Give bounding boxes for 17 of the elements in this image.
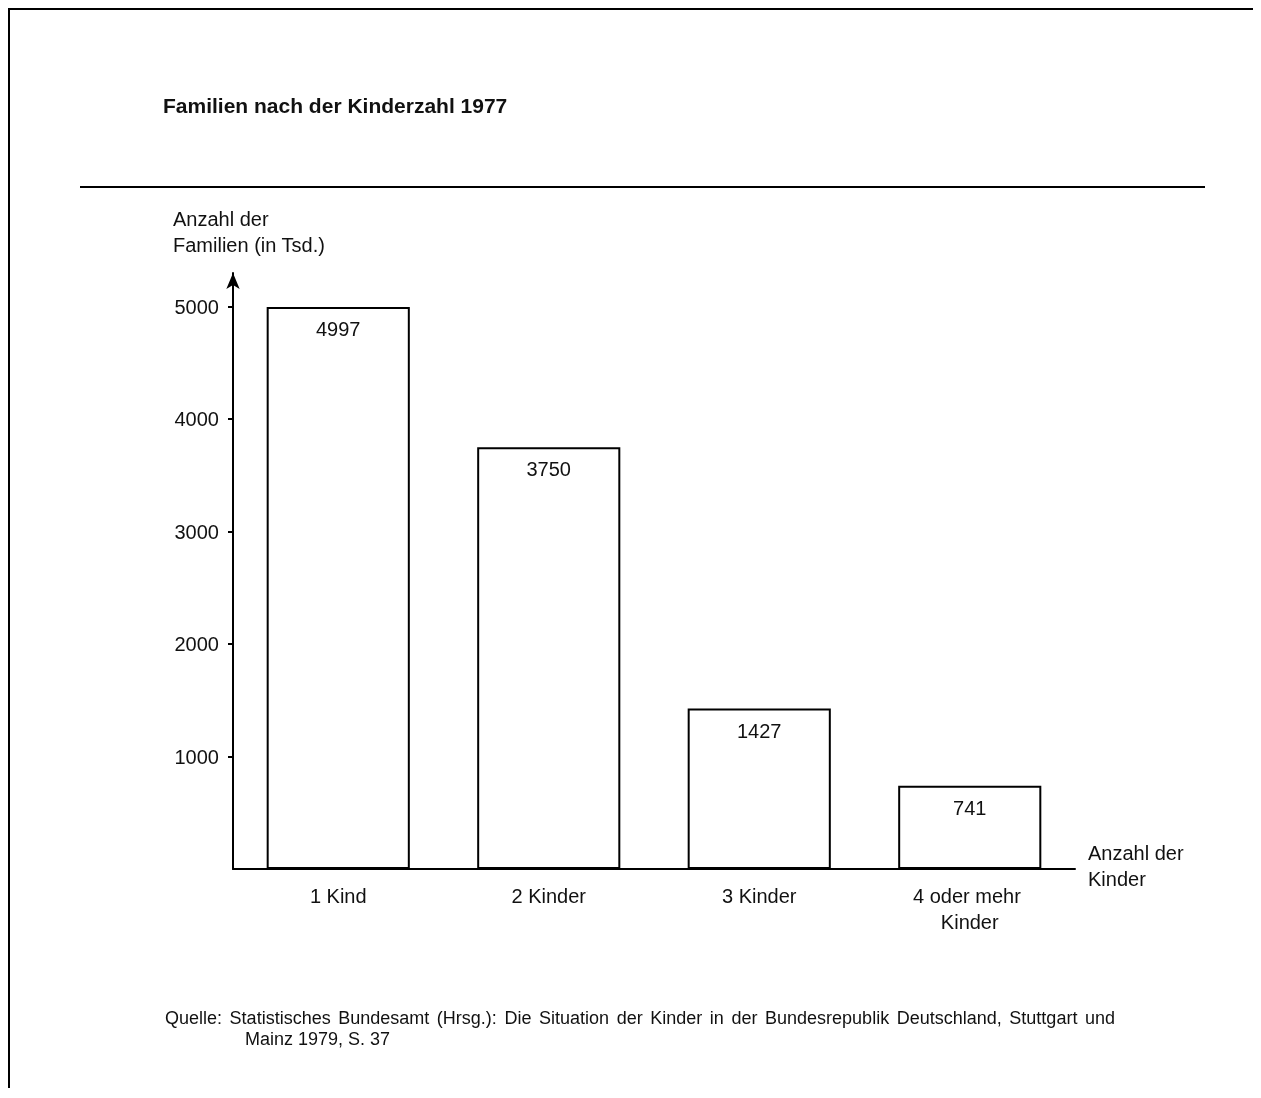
data-label: 3750 (526, 458, 571, 481)
y-axis-title: Anzahl der Familien (in Tsd.) (173, 207, 326, 258)
x-axis-title: Anzahl der Kinder (1088, 841, 1185, 892)
data-label: 741 (953, 796, 987, 819)
x-tick-label: 4 oder mehr Kinder (913, 885, 1027, 933)
data-label: 1427 (737, 719, 782, 742)
data-label: 4997 (316, 318, 361, 341)
source-note: Quelle: Statistisches Bundesamt (Hrsg.): Die Situation der Kinder in der Bundesrepublik Deutschland, Stuttgart und Mainz 1979, S. 37 (165, 1008, 1115, 1050)
y-tick-label: 5000 (174, 295, 219, 318)
chart-title: Familien nach der Kinderzahl 1977 (163, 94, 508, 118)
y-tick-label: 4000 (174, 408, 219, 431)
x-tick-label: 3 Kinder (722, 885, 797, 907)
y-tick-label: 1000 (174, 745, 219, 768)
x-tick-label: 1 Kind (309, 885, 367, 907)
y-tick-label: 3000 (174, 520, 219, 543)
y-tick-label: 2000 (174, 633, 219, 656)
x-tick-label: 2 Kinder (511, 885, 587, 907)
